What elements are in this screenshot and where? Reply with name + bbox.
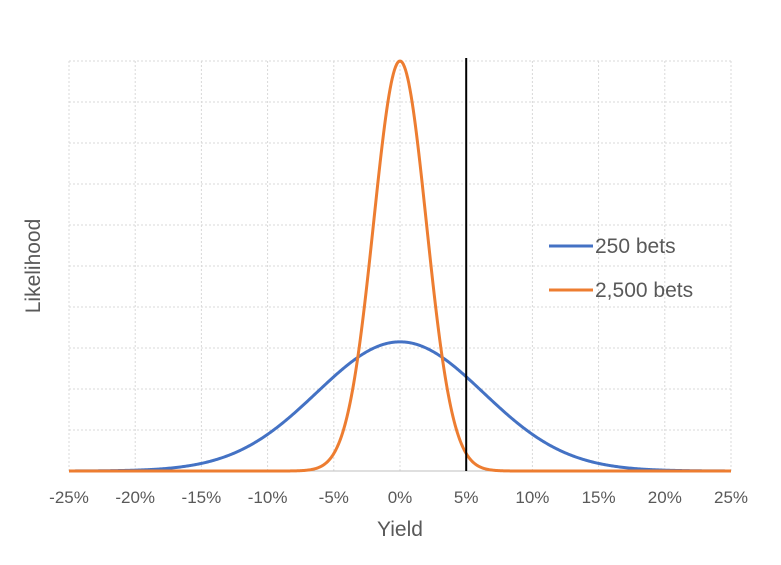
x-tick-label: -5% xyxy=(319,488,349,507)
gridlines xyxy=(68,60,732,471)
x-tick-label: -15% xyxy=(182,488,222,507)
x-tick-label: 10% xyxy=(515,488,549,507)
x-tick-label: 20% xyxy=(648,488,682,507)
legend-label: 2,500 bets xyxy=(595,279,693,302)
x-tick-label: -20% xyxy=(115,488,155,507)
x-tick-labels: -25% -20% -15% -10% -5% 0% 5% 10% 15% 20% 25% xyxy=(49,488,748,507)
x-tick-label: 15% xyxy=(582,488,616,507)
series-line-2 xyxy=(68,59,732,473)
legend-item: 2,500 bets xyxy=(549,279,693,302)
legend-item: 250 bets xyxy=(549,235,676,258)
x-tick-label: -10% xyxy=(248,488,288,507)
x-axis-title: Yield xyxy=(377,518,423,541)
x-tick-label: 0% xyxy=(388,488,413,507)
x-tick-label: 5% xyxy=(454,488,479,507)
x-tick-label: -25% xyxy=(49,488,89,507)
legend: 250 bets 2,500 bets xyxy=(549,235,693,302)
series-line-1 xyxy=(68,340,732,473)
legend-label: 250 bets xyxy=(595,235,676,258)
series-lines xyxy=(68,59,732,473)
x-tick-label: 25% xyxy=(714,488,748,507)
y-axis-title: Likelihood xyxy=(22,219,45,314)
